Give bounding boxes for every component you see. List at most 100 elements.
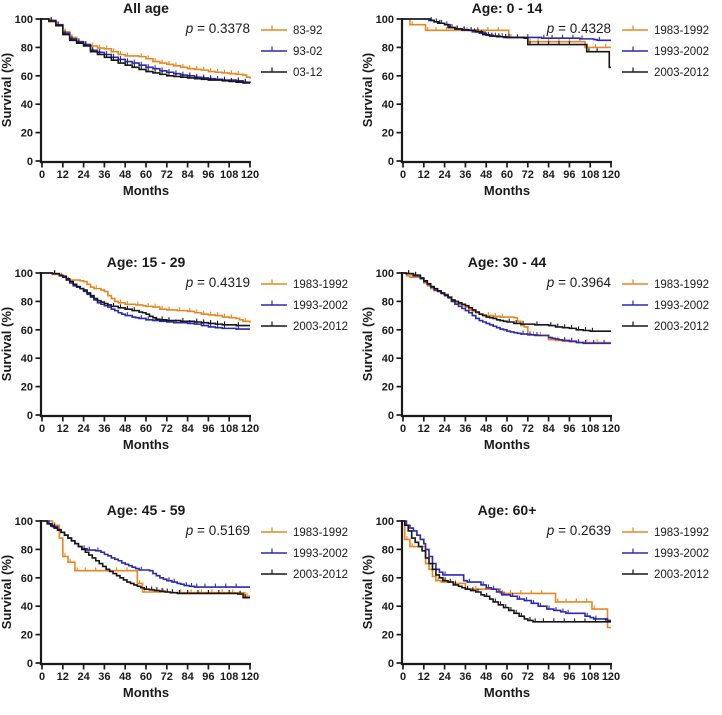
legend: 1983-1992 1993-2002 2003-2012 (261, 279, 348, 333)
y-axis-label: Survival (%) (0, 53, 14, 127)
x-tick-label: 72 (522, 169, 534, 181)
y-tick-label: 20 (21, 128, 33, 140)
legend-label: 1983-1992 (293, 527, 348, 539)
x-tick-label: 48 (119, 169, 131, 181)
y-tick-label: 20 (382, 630, 394, 642)
x-tick-label: 12 (57, 671, 69, 683)
x-tick-label: 0 (39, 423, 45, 435)
legend-item-2003-2012: 2003-2012 (622, 321, 709, 333)
y-tick-label: 40 (21, 99, 33, 111)
x-tick-label: 48 (119, 671, 131, 683)
y-axis-label: Survival (%) (0, 555, 14, 629)
x-tick-label: 24 (438, 671, 451, 683)
y-tick-label: 60 (21, 325, 33, 337)
legend-item-1993-2002: 93-02 (261, 46, 322, 58)
y-tick-label: 20 (21, 382, 33, 394)
x-tick-label: 36 (98, 671, 110, 683)
legend-item-2003-2012: 03-12 (261, 67, 322, 79)
series-1983-1992-curve (42, 272, 251, 323)
y-tick-label: 80 (21, 544, 33, 556)
panel-age-30-44: Age: 30 - 44 p = 0.3964 0 12 24 36 48 60 72 84 96 1… (361, 240, 722, 490)
panel-title: All age (123, 0, 169, 16)
legend-item-1993-2002: 1993-2002 (622, 300, 709, 312)
x-tick-label: 36 (98, 423, 110, 435)
survival-chart-age-60-plus: Age: 60+ p = 0.2639 0 12 24 36 48 60 72 84 96 108 12… (361, 502, 709, 700)
x-tick-label: 0 (400, 671, 406, 683)
legend-item-2003-2012: 2003-2012 (622, 67, 709, 79)
x-tick-label: 24 (438, 423, 451, 435)
legend-label: 1993-2002 (293, 300, 348, 312)
series-2003-2012-curve (403, 520, 611, 623)
y-tick-label: 40 (21, 601, 33, 613)
x-tick-label: 12 (418, 169, 430, 181)
p-value-text: p = 0.3964 (546, 275, 612, 290)
x-tick-label: 120 (241, 671, 259, 683)
y-tick-label: 0 (388, 156, 394, 168)
x-tick-label: 84 (542, 671, 555, 683)
y-tick-label: 20 (382, 128, 394, 140)
x-tick-label: 96 (563, 671, 575, 683)
y-axis-label: Survival (%) (361, 53, 375, 127)
legend: 1983-1992 1993-2002 2003-2012 (622, 25, 709, 79)
panel-title: Age: 30 - 44 (468, 254, 547, 270)
y-axis-label: Survival (%) (361, 307, 375, 381)
legend-label: 2003-2012 (293, 321, 348, 333)
legend-label: 2003-2012 (654, 569, 709, 581)
x-tick-label: 0 (39, 671, 45, 683)
panel-title: Age: 0 - 14 (472, 0, 543, 16)
x-tick-label: 108 (220, 671, 238, 683)
x-tick-label: 84 (181, 671, 194, 683)
legend-label: 83-92 (293, 25, 322, 37)
legend-item-1983-1992: 1983-1992 (622, 25, 709, 37)
legend-item-1993-2002: 1993-2002 (622, 46, 709, 58)
panel-age-45-59: Age: 45 - 59 p = 0.5169 0 12 24 36 48 60 72 84 96 1… (0, 490, 361, 715)
y-tick-label: 40 (21, 353, 33, 365)
legend-label: 1993-2002 (654, 300, 709, 312)
x-tick-label: 120 (241, 423, 259, 435)
series-2003-2012-curve (403, 272, 611, 333)
legend-item-2003-2012: 2003-2012 (622, 569, 709, 581)
y-axis-label: Survival (%) (0, 307, 14, 381)
y-tick-label: 20 (21, 630, 33, 642)
x-tick-label: 36 (459, 671, 471, 683)
x-tick-label: 0 (400, 423, 406, 435)
legend-label: 1993-2002 (654, 548, 709, 560)
y-tick-label: 100 (376, 268, 394, 280)
panel-title: Age: 60+ (478, 502, 537, 518)
series-2003-2012-curve (42, 18, 250, 84)
panel-age-0-14: Age: 0 - 14 p = 0.4328 0 12 24 36 48 60 72 84 96 10… (361, 0, 722, 240)
series-1993-2002-curve (403, 272, 611, 345)
legend-label: 2003-2012 (654, 321, 709, 333)
x-tick-label: 60 (140, 671, 152, 683)
x-tick-label: 72 (161, 423, 173, 435)
legend-item-2003-2012: 2003-2012 (261, 321, 348, 333)
panel-age-15-29: Age: 15 - 29 p = 0.4319 0 12 24 36 48 60 72 84 96 1… (0, 240, 361, 490)
y-tick-label: 60 (21, 71, 33, 83)
y-tick-label: 0 (388, 410, 394, 422)
series-2003-2012-curve (403, 18, 611, 69)
p-value-text: p = 0.2639 (546, 523, 611, 538)
x-tick-label: 108 (220, 423, 238, 435)
legend: 1983-1992 1993-2002 2003-2012 (261, 527, 348, 581)
legend: 1983-1992 1993-2002 2003-2012 (622, 279, 709, 333)
x-tick-label: 0 (39, 169, 45, 181)
legend-label: 1983-1992 (293, 279, 348, 291)
legend-item-1983-1992: 1983-1992 (622, 527, 709, 539)
x-tick-label: 48 (480, 671, 492, 683)
y-tick-label: 40 (382, 99, 394, 111)
x-tick-label: 120 (602, 671, 620, 683)
x-axis-label: Months (123, 183, 169, 198)
x-tick-label: 24 (77, 423, 90, 435)
x-tick-label: 96 (563, 423, 575, 435)
legend: 1983-1992 1993-2002 2003-2012 (622, 527, 709, 581)
legend-item-2003-2012: 2003-2012 (261, 569, 348, 581)
x-tick-label: 48 (119, 423, 131, 435)
x-tick-label: 12 (418, 423, 430, 435)
y-tick-label: 60 (21, 573, 33, 585)
y-tick-label: 0 (27, 410, 33, 422)
x-tick-label: 36 (459, 169, 471, 181)
legend-item-1983-1992: 1983-1992 (261, 527, 348, 539)
y-tick-label: 100 (376, 14, 394, 26)
x-tick-label: 12 (418, 671, 430, 683)
survival-chart-age-45-59: Age: 45 - 59 p = 0.5169 0 12 24 36 48 60 72 84 96 1… (0, 502, 348, 700)
